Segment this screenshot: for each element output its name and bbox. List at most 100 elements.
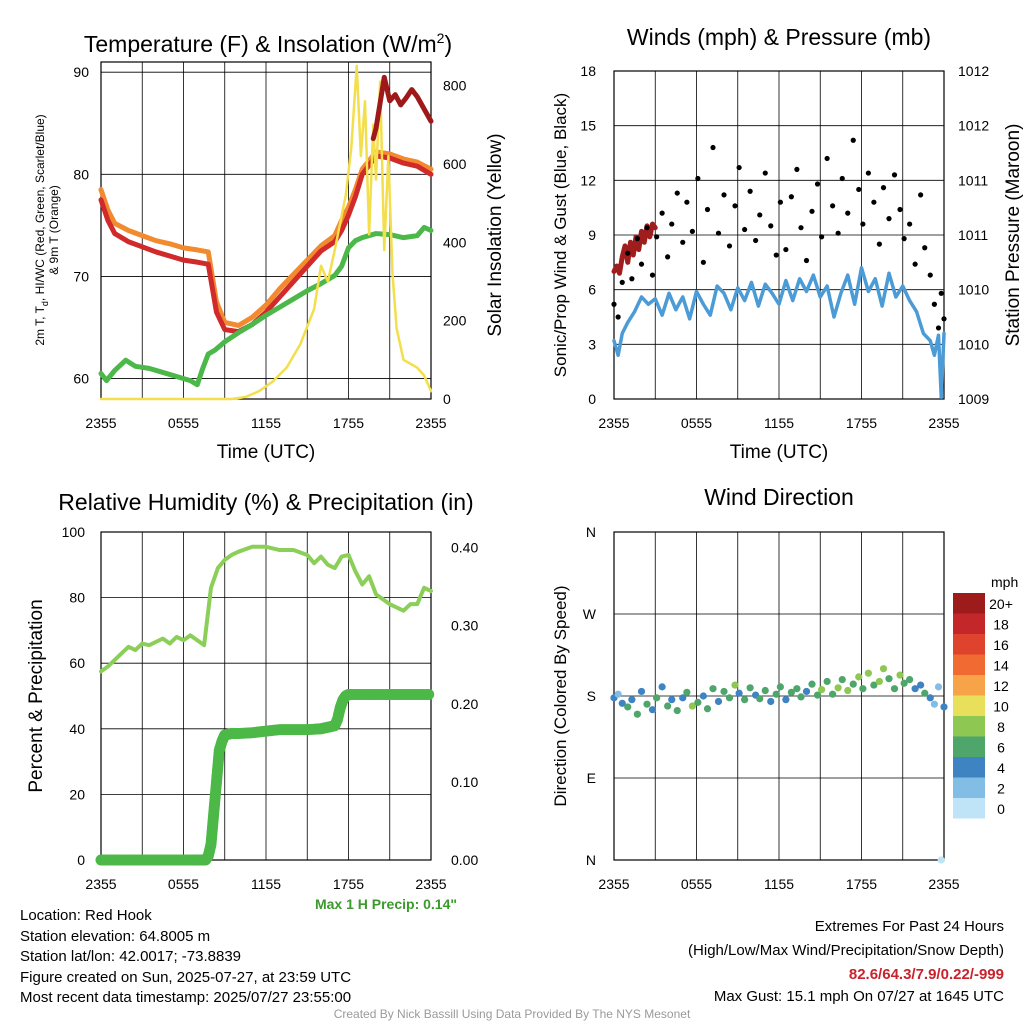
x-tick-label: 2355 [598,415,629,431]
gust-point [768,223,774,229]
gust-point [732,203,738,209]
direction-point [934,683,943,691]
y2-tick-label: 1011 [958,172,988,188]
gust-point [665,254,671,260]
direction-point [797,693,805,701]
y-tick-label: S [587,688,596,704]
gust-point [700,259,706,265]
x-tick-label: 2355 [85,876,116,892]
direction-point [813,691,822,699]
gust-point [689,228,695,234]
extremes-legend: (High/Low/Max Wind/Precipitation/Snow De… [688,942,1004,959]
gust-point [809,208,815,214]
direction-point [673,706,681,715]
x-axis-label: Time (UTC) [730,442,829,463]
gust-point [704,206,711,213]
direction-point [782,696,790,704]
gust-point [927,272,933,278]
legend-label: 18 [993,617,1009,633]
gust-point [814,181,821,187]
direction-point [648,706,657,714]
gust-point [912,261,918,267]
series-rh [99,544,433,674]
gust-point [935,325,942,331]
direction-point [668,696,676,704]
recent-data-text: Most recent data timestamp: 2025/07/27 2… [20,989,352,1006]
y2-tick-label: 200 [443,313,467,329]
x-tick-label: 1155 [764,415,794,431]
direction-point [658,683,666,691]
elevation-text: Station elevation: 64.8005 m [20,928,211,945]
gust-point [931,301,937,307]
y-tick-label: 40 [69,721,85,737]
direction-point [823,677,831,686]
direction-point [725,694,734,702]
y-tick-label: 20 [69,786,85,802]
direction-point [930,700,938,708]
gust-point [619,279,625,285]
legend-label: 12 [993,678,1009,694]
gust-point [710,144,716,151]
legend-swatch [953,654,985,675]
legend-swatch [953,716,985,737]
direction-point [896,671,904,679]
direction-point [703,705,712,713]
gust-point [684,199,690,205]
credit-text: Created By Nick Bassill Using Data Provi… [333,1007,691,1021]
max-gust-text: Max Gust: 15.1 mph On 07/27 at 1645 UTC [713,988,1004,1005]
gust-point [897,206,903,213]
direction-point [776,683,784,691]
y2-tick-label: 0.20 [451,696,478,712]
direction-point [879,665,888,673]
x-tick-label: 1155 [251,876,281,892]
y-tick-label: 12 [580,172,596,188]
chart-title: Winds (mph) & Pressure (mb) [627,24,931,50]
legend-label: 14 [993,658,1009,674]
gust-point [865,170,871,176]
gust-point [891,172,898,178]
gust-point [654,234,660,240]
y-axis-label: 2m T, Td, HI/WC (Red, Green, Scarlet/Blu… [33,114,50,345]
gust-point [669,221,675,227]
y2-tick-label: 0.10 [451,774,478,790]
y2-tick-label: 1011 [958,227,988,243]
series-heat_index [370,74,434,142]
gust-point [845,210,851,216]
y-tick-label: N [586,852,596,868]
legend-label: 2 [997,781,1005,797]
x-tick-label: 1755 [846,876,877,892]
direction-point [859,685,867,693]
legend-swatch [953,695,985,716]
y2-tick-label: 400 [443,234,467,250]
legend-label: 20+ [989,596,1013,612]
gust-point [886,216,892,222]
y-tick-label: W [583,606,597,622]
gust-point [629,276,635,282]
direction-point [772,690,780,698]
gust-point [638,261,645,267]
direction-point [844,686,852,695]
gust-point [860,221,866,227]
gust-point [850,137,856,143]
direction-point [653,694,661,702]
legend-swatch [953,634,985,655]
gust-point [941,316,947,322]
gust-point [871,199,877,205]
direction-point [870,681,878,689]
x-tick-label: 1755 [846,415,877,431]
direction-point [864,669,872,677]
gust-point [824,155,830,162]
legend-label: 10 [993,699,1009,715]
direction-point [937,856,945,864]
y-tick-label: 0 [588,391,596,407]
x-tick-label: 2355 [415,876,446,892]
direction-point [787,688,795,696]
y2-tick-label: 0.00 [451,852,478,868]
y2-tick-label: 1012 [958,118,989,134]
y-tick-label: N [586,524,596,540]
y-tick-label: 15 [580,118,596,134]
direction-point [664,702,672,710]
direction-point [709,685,717,693]
direction-point [694,698,702,706]
y-tick-label: 90 [73,64,89,80]
